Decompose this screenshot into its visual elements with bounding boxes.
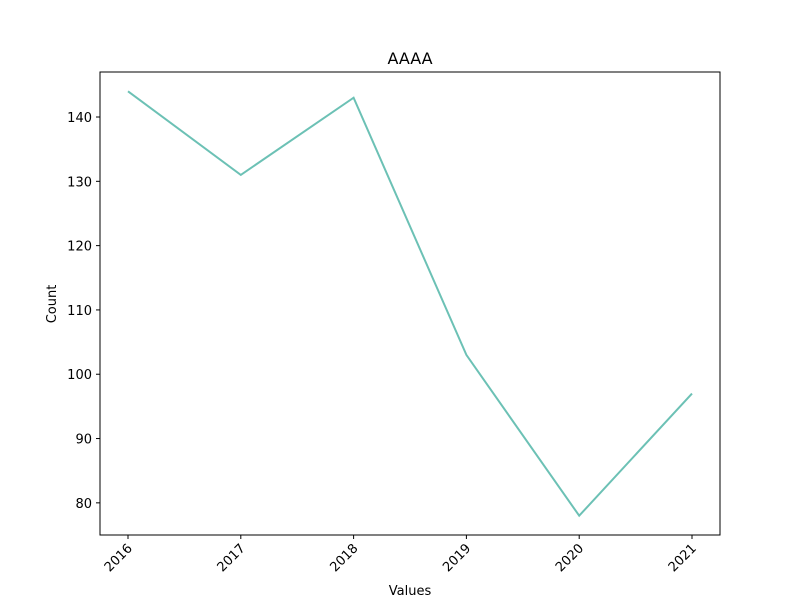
x-tick-label: 2017 <box>215 541 249 575</box>
y-axis: 80 90 100 110 120 130 140 <box>67 111 100 512</box>
x-axis-label: Values <box>389 584 432 599</box>
data-point <box>127 90 129 92</box>
y-axis-label: Count <box>45 285 60 324</box>
data-point <box>691 393 693 395</box>
y-tick-label: 100 <box>67 368 92 383</box>
x-axis: 2016 2017 2018 2019 2020 2021 <box>102 535 700 575</box>
y-tick-label: 130 <box>67 175 92 190</box>
x-tick-label: 2016 <box>102 541 136 575</box>
data-point <box>353 97 355 99</box>
x-tick-label: 2019 <box>440 541 474 575</box>
y-tick-label: 140 <box>67 111 92 126</box>
y-tick-label: 110 <box>67 304 92 319</box>
series-layer <box>127 90 693 518</box>
y-tick-label: 80 <box>75 497 92 512</box>
x-tick-label: 2018 <box>327 541 361 575</box>
x-tick-label: 2020 <box>553 541 587 575</box>
data-point <box>578 515 580 517</box>
x-tick-label: 2021 <box>666 541 700 575</box>
series-line <box>127 90 693 518</box>
y-tick-label: 120 <box>67 240 92 255</box>
y-tick-label: 90 <box>75 433 92 448</box>
chart-title: AAAA <box>387 49 432 68</box>
data-point <box>240 174 242 176</box>
data-point <box>465 354 467 356</box>
plot-area-frame <box>99 71 721 536</box>
